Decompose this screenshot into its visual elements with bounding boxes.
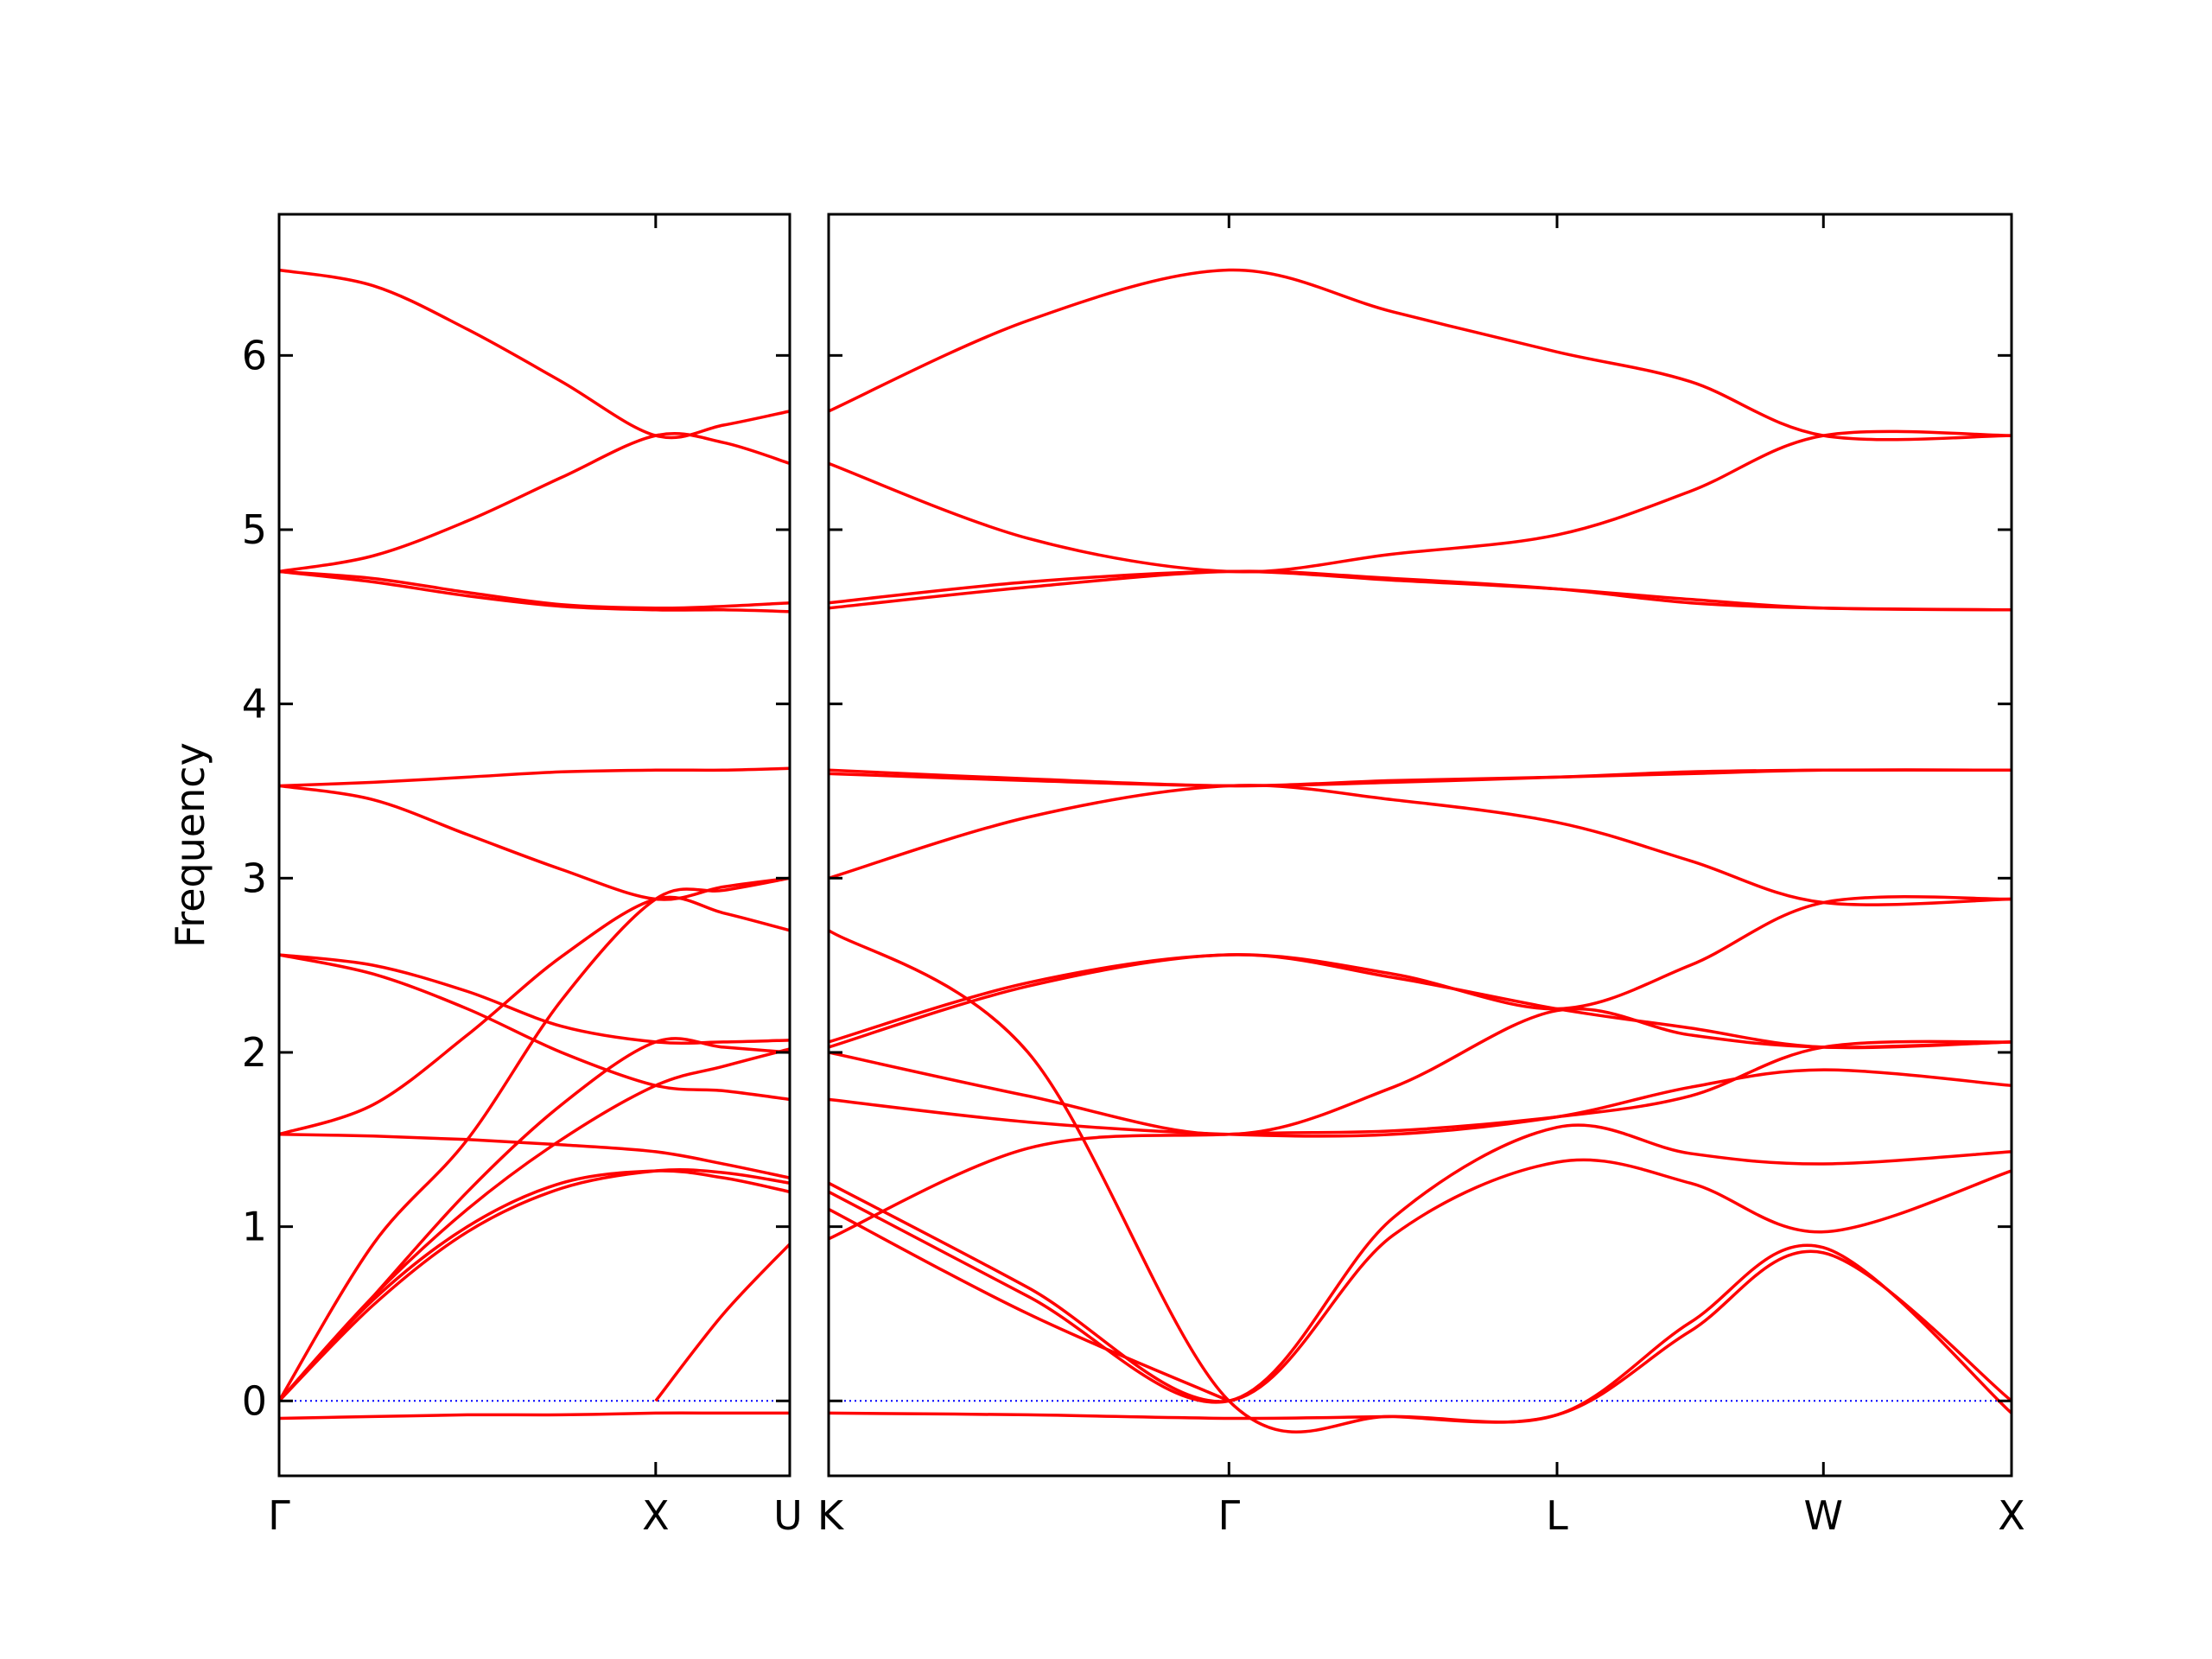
band-line: [278, 268, 791, 440]
band-line: [278, 569, 791, 610]
band-line: [278, 432, 791, 574]
band-line: [828, 1158, 2012, 1403]
band-line: [828, 929, 2013, 1433]
x-tick-label: K: [817, 1492, 845, 1539]
x-tick-label: U: [773, 1492, 803, 1539]
axes-frame: [277, 213, 791, 1478]
x-tick-label: W: [1804, 1492, 1843, 1539]
y-tick-label: 3: [242, 855, 267, 901]
band-line: [828, 1123, 2012, 1404]
x-tick-label: X: [642, 1492, 670, 1539]
band-line: [278, 1411, 790, 1421]
band-line: [278, 766, 791, 788]
y-tick-label: 2: [242, 1029, 267, 1076]
x-tick-label: Γ: [268, 1492, 290, 1539]
y-tick-label: 6: [242, 332, 267, 378]
band-line: [278, 953, 791, 1102]
y-tick-label: 5: [242, 506, 267, 553]
band-line: [277, 1169, 791, 1402]
band-line: [828, 953, 2012, 1050]
band-line: [828, 895, 2012, 1044]
band-line: [828, 768, 2012, 788]
band-line: [277, 1037, 791, 1402]
x-tick-label: X: [1998, 1492, 2025, 1539]
y-tick-label: 0: [242, 1377, 267, 1424]
band-line: [828, 1068, 2012, 1138]
band-line: [278, 895, 791, 1136]
y-tick-label: 1: [242, 1204, 267, 1250]
band-line: [828, 784, 2012, 906]
band-line: [828, 429, 2012, 574]
band-line: [654, 1243, 791, 1402]
band-line: [278, 1133, 791, 1179]
band-line: [277, 1168, 791, 1402]
band-line: [828, 1243, 2013, 1424]
y-axis-label: Frequency: [167, 742, 213, 948]
axes-frame: [827, 213, 2013, 1478]
band-line: [278, 953, 791, 1046]
x-tick-label: L: [1546, 1492, 1568, 1539]
band-line: [278, 784, 791, 901]
x-tick-label: Γ: [1217, 1492, 1240, 1539]
band-line: [828, 1039, 2012, 1241]
band-line: [828, 268, 2012, 442]
band-line: [828, 569, 2012, 612]
band-line: [828, 1207, 1230, 1402]
y-tick-label: 4: [242, 681, 267, 728]
band-line: [277, 1047, 791, 1402]
band-line: [828, 768, 2012, 788]
band-line: [278, 569, 791, 613]
